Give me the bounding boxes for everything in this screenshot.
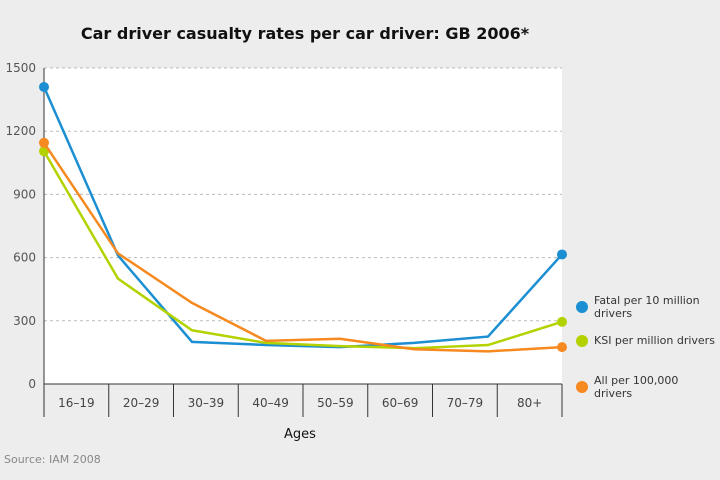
x-tick-label: 16–19 bbox=[58, 396, 95, 410]
data-point bbox=[557, 316, 567, 327]
y-tick-label: 1500 bbox=[5, 61, 36, 75]
x-axis-label: Ages bbox=[284, 427, 316, 442]
y-tick-label: 600 bbox=[13, 251, 36, 265]
x-tick-label: 20–29 bbox=[123, 396, 160, 410]
legend-swatch bbox=[576, 381, 588, 393]
data-point bbox=[39, 81, 49, 92]
chart-title: Car driver casualty rates per car driver… bbox=[80, 24, 530, 43]
legend-item: All per 100,000 drivers bbox=[576, 374, 716, 400]
y-tick-label: 900 bbox=[13, 187, 36, 201]
series-line-0 bbox=[42, 86, 563, 349]
y-tick-label: 0 bbox=[28, 377, 36, 391]
x-tick-label: 40–49 bbox=[252, 396, 289, 410]
y-tick-label: 300 bbox=[13, 314, 36, 328]
legend-label: KSI per million drivers bbox=[594, 334, 715, 347]
x-tick-label: 60–69 bbox=[382, 396, 419, 410]
legend-label: Fatal per 10 million drivers bbox=[594, 294, 700, 320]
source-note: Source: IAM 2008 bbox=[4, 453, 101, 466]
series-line-2 bbox=[42, 142, 563, 353]
data-point bbox=[557, 249, 567, 260]
x-tick-label: 30–39 bbox=[188, 396, 225, 410]
x-tick-label: 80+ bbox=[517, 396, 542, 410]
x-tick-label: 70–79 bbox=[447, 396, 484, 410]
plot-area bbox=[44, 68, 562, 384]
legend-item: Fatal per 10 million drivers bbox=[576, 294, 716, 320]
series-line-1 bbox=[42, 150, 563, 350]
y-tick-label: 1200 bbox=[5, 124, 36, 138]
legend-item: KSI per million drivers bbox=[576, 334, 716, 347]
data-point bbox=[557, 342, 567, 353]
legend-label: All per 100,000 drivers bbox=[594, 374, 679, 400]
legend-swatch bbox=[576, 301, 588, 313]
data-point bbox=[39, 137, 49, 148]
x-tick-label: 50–59 bbox=[317, 396, 354, 410]
legend-swatch bbox=[576, 334, 588, 347]
